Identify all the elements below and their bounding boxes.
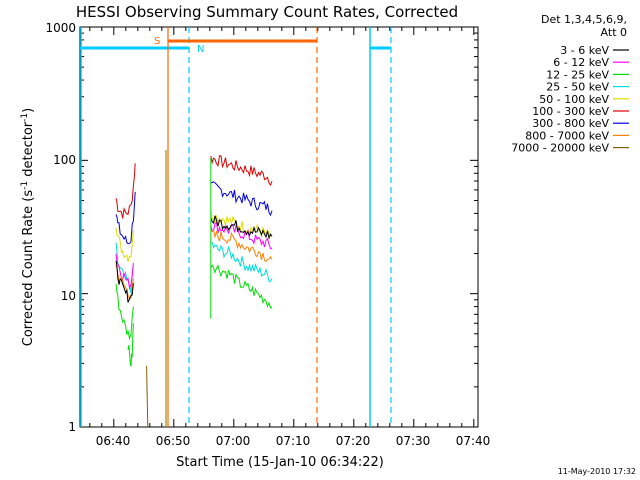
series-line-4-seg2 bbox=[210, 221, 273, 250]
series-line-1-seg1 bbox=[115, 191, 136, 245]
series-line-9-seg1 bbox=[146, 365, 149, 428]
series-line-8-seg1 bbox=[127, 323, 134, 367]
legend-label: 300 - 800 keV bbox=[532, 117, 609, 130]
series-line-7-seg2 bbox=[210, 264, 273, 309]
legend-label: 25 - 50 keV bbox=[546, 81, 609, 94]
legend-label: 100 - 300 keV bbox=[532, 105, 609, 118]
series-line-5-seg2 bbox=[210, 228, 273, 263]
series-line-1-seg2 bbox=[210, 181, 273, 217]
x-tick-label-0650: 06:50 bbox=[156, 434, 191, 448]
x-tick-label-0740: 07:40 bbox=[456, 434, 491, 448]
series-line-2-seg1 bbox=[115, 227, 134, 262]
plot-frame bbox=[79, 26, 479, 428]
series-line-3-seg2 bbox=[210, 241, 273, 282]
y-tick-label-1000: 1000 bbox=[45, 21, 76, 35]
legend-label: 12 - 25 keV bbox=[546, 68, 609, 81]
y-axis-label: Corrected Count Rate (s-1 detector-1) bbox=[20, 108, 36, 346]
series-line-4-seg1 bbox=[115, 253, 134, 290]
x-tick-label-0710: 07:10 bbox=[276, 434, 311, 448]
legend-label: 800 - 7000 keV bbox=[525, 129, 609, 142]
y-axis bbox=[80, 32, 478, 428]
legend-label: 50 - 100 keV bbox=[539, 93, 609, 106]
series-line-6-seg2 bbox=[210, 215, 273, 240]
saa-bars: S bbox=[154, 27, 318, 427]
series-line-5-seg1 bbox=[115, 264, 134, 300]
legend-header-2: Att 0 bbox=[601, 26, 627, 39]
chart-title: HESSI Observing Summary Count Rates, Cor… bbox=[76, 3, 458, 21]
x-axis bbox=[89, 27, 475, 427]
series-line-0-seg2 bbox=[210, 155, 273, 187]
saa-label: S bbox=[154, 36, 160, 47]
x-axis-label: Start Time (15-Jan-10 06:34:22) bbox=[176, 455, 384, 470]
x-tick-label-0730: 07:30 bbox=[396, 434, 431, 448]
timestamp: 11-May-2010 17:32 bbox=[558, 467, 636, 476]
x-tick-label-0700: 07:00 bbox=[216, 434, 251, 448]
legend-header-1: Det 1,3,4,5,6,9, bbox=[541, 13, 627, 26]
x-tick-label-0720: 07:20 bbox=[336, 434, 371, 448]
y-tick-label-10: 10 bbox=[61, 289, 76, 303]
series-line-6-seg1 bbox=[115, 260, 134, 303]
night-label: N bbox=[197, 44, 204, 55]
x-tick-label-0640: 06:40 bbox=[96, 434, 131, 448]
night-bars: N bbox=[80, 27, 392, 427]
legend-label: 6 - 12 keV bbox=[553, 56, 609, 69]
series-line-0-seg1 bbox=[115, 163, 136, 219]
legend-label: 3 - 6 keV bbox=[560, 44, 609, 57]
series-line-7-seg1 bbox=[115, 283, 134, 341]
y-tick-label-1: 1 bbox=[68, 420, 76, 434]
legend-label: 7000 - 20000 keV bbox=[511, 142, 609, 155]
y-tick-label-100: 100 bbox=[53, 153, 76, 167]
series-group bbox=[115, 155, 273, 428]
